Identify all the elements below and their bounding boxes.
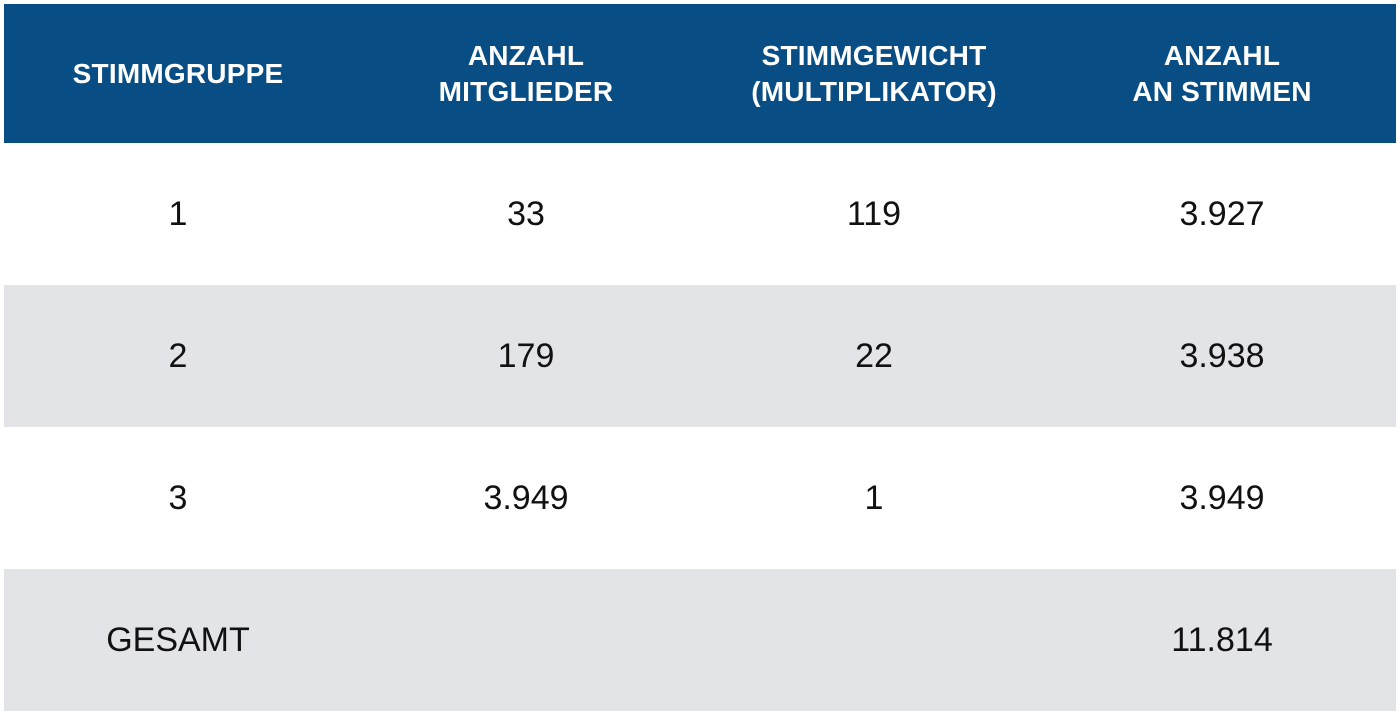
cell-empty [700,569,1048,711]
cell-stimmgewicht: 22 [855,336,893,375]
header-line: (MULTIPLIKATOR) [751,75,997,107]
table-row: 3 3.949 1 3.949 [4,427,1396,569]
cell-stimmgewicht: 1 [864,478,884,517]
header-line: STIMMGRUPPE [72,57,284,89]
cell-stimmen: 3.938 [1179,336,1265,375]
header-anzahl-mitglieder: ANZAHL MITGLIEDER [352,4,700,143]
cell-stimmgruppe: 1 [168,194,188,233]
table-total-row: GESAMT 11.814 [4,569,1396,711]
header-line: STIMMGEWICHT [761,39,987,71]
voting-table: STIMMGRUPPE ANZAHL MITGLIEDER STIMMGEWIC… [4,4,1396,711]
table-header: STIMMGRUPPE ANZAHL MITGLIEDER STIMMGEWIC… [4,4,1396,143]
header-stimmgewicht: STIMMGEWICHT (MULTIPLIKATOR) [700,4,1048,143]
cell-stimmgewicht: 119 [846,194,902,233]
cell-mitglieder: 179 [497,336,555,375]
header-line: MITGLIEDER [438,75,614,107]
header-stimmgruppe: STIMMGRUPPE [4,4,352,143]
cell-stimmgruppe: 3 [168,478,188,517]
cell-stimmgruppe: 2 [168,336,188,375]
cell-mitglieder: 33 [507,194,545,233]
table-row: 1 33 119 3.927 [4,143,1396,285]
header-anzahl-stimmen: ANZAHL AN STIMMEN [1048,4,1396,143]
cell-stimmen: 3.949 [1179,478,1265,517]
table-row: 2 179 22 3.938 [4,285,1396,427]
header-line: ANZAHL [467,39,585,71]
cell-empty [352,569,700,711]
cell-stimmen: 3.927 [1179,194,1265,233]
header-line: ANZAHL [1163,39,1281,71]
header-line: AN STIMMEN [1132,75,1312,107]
cell-total-label: GESAMT [106,620,250,659]
cell-total-stimmen: 11.814 [1171,620,1273,659]
cell-mitglieder: 3.949 [483,478,569,517]
